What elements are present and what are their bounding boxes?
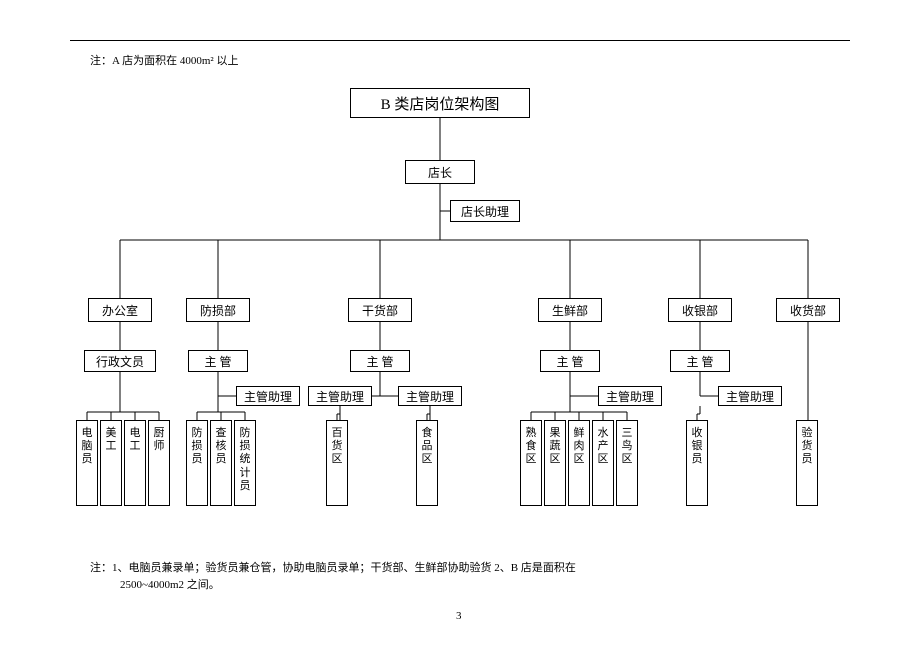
leaf-dry-1: 食品区 <box>416 420 438 506</box>
org-manager-assistant: 店长助理 <box>450 200 520 222</box>
dept-dry-helper-0: 主管助理 <box>308 386 372 406</box>
top-rule <box>70 40 850 41</box>
leaf-fresh-1: 果蔬区 <box>544 420 566 506</box>
leaf-office-0: 电脑员 <box>76 420 98 506</box>
dept-loss-helper: 主管助理 <box>236 386 300 406</box>
leaf-fresh-4: 三鸟区 <box>616 420 638 506</box>
dept-receive: 收货部 <box>776 298 840 322</box>
leaf-dry-0: 百货区 <box>326 420 348 506</box>
dept-cashier-sub: 主 管 <box>670 350 730 372</box>
dept-fresh-sub: 主 管 <box>540 350 600 372</box>
dept-office-sub: 行政文员 <box>84 350 156 372</box>
note-bottom-line2: 2500~4000m2 之间。 <box>120 579 220 591</box>
leaf-office-1: 美工 <box>100 420 122 506</box>
leaf-loss-2: 防损统计员 <box>234 420 256 506</box>
dept-dry-sub: 主 管 <box>350 350 410 372</box>
org-title: B 类店岗位架构图 <box>350 88 530 118</box>
note-bottom: 注：1、电脑员兼录单；验货员兼仓管，协助电脑员录单；干货部、生鲜部协助验货 2、… <box>90 560 830 593</box>
leaf-receive: 验货员 <box>796 420 818 506</box>
leaf-fresh-0: 熟食区 <box>520 420 542 506</box>
leaf-office-3: 厨师 <box>148 420 170 506</box>
note-bottom-line1: 注：1、电脑员兼录单；验货员兼仓管，协助电脑员录单；干货部、生鲜部协助验货 2、… <box>90 562 576 574</box>
page-number: 3 <box>456 610 462 622</box>
dept-fresh: 生鲜部 <box>538 298 602 322</box>
leaf-loss-0: 防损员 <box>186 420 208 506</box>
dept-fresh-helper: 主管助理 <box>598 386 662 406</box>
leaf-fresh-2: 鲜肉区 <box>568 420 590 506</box>
leaf-fresh-3: 水产区 <box>592 420 614 506</box>
dept-dry: 干货部 <box>348 298 412 322</box>
dept-dry-helper-1: 主管助理 <box>398 386 462 406</box>
note-top: 注：A 店为面积在 4000m² 以上 <box>90 52 238 68</box>
dept-cashier-helper: 主管助理 <box>718 386 782 406</box>
org-manager: 店长 <box>405 160 475 184</box>
dept-loss-sub: 主 管 <box>188 350 248 372</box>
leaf-loss-1: 查核员 <box>210 420 232 506</box>
leaf-office-2: 电工 <box>124 420 146 506</box>
dept-loss: 防损部 <box>186 298 250 322</box>
dept-cashier: 收银部 <box>668 298 732 322</box>
leaf-cashier: 收银员 <box>686 420 708 506</box>
dept-office: 办公室 <box>88 298 152 322</box>
